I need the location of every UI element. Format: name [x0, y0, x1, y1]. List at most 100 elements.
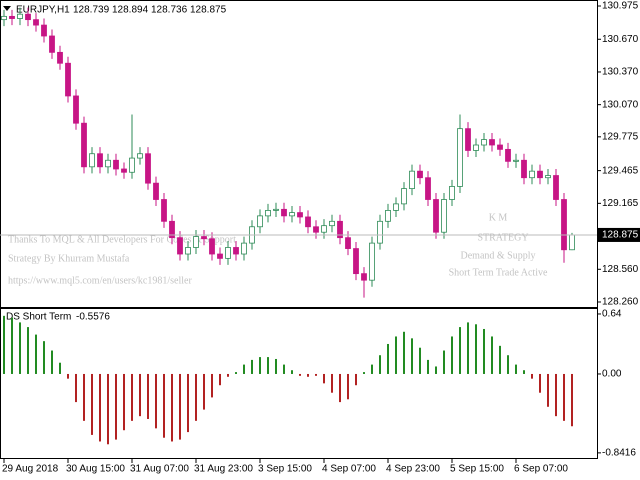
candle-body [457, 128, 463, 187]
indicator-panel-border [0, 308, 598, 459]
histogram-bar [59, 362, 61, 374]
histogram-bar [571, 373, 573, 427]
candle-body [33, 19, 39, 26]
candle-body [369, 242, 375, 281]
x-tick-label: 30 Aug 15:00 [66, 464, 125, 475]
candle-body [337, 220, 343, 239]
histogram-bar [163, 373, 165, 438]
histogram-bar [43, 341, 45, 374]
candle-body [41, 24, 47, 37]
y-tick-label: 130.370 [602, 67, 639, 78]
x-tick-label: 4 Sep 23:00 [386, 464, 440, 475]
candle-body [417, 170, 423, 179]
watermark-text: Strategy By Khurram Mustafa [8, 253, 130, 264]
histogram-bar [483, 328, 485, 374]
histogram-bar [371, 364, 373, 374]
candle-body [89, 153, 95, 168]
histogram-bar [467, 322, 469, 374]
y-tick-label: 130.975 [602, 1, 639, 12]
x-tick-label: 3 Sep 15:00 [258, 464, 312, 475]
candle-body [329, 220, 335, 227]
candle-body [305, 216, 311, 228]
histogram-bar [347, 373, 349, 400]
histogram-bar [123, 373, 125, 431]
candle-body [313, 226, 319, 233]
y-tick-label: 129.465 [602, 165, 639, 176]
y-tick-label: 129.165 [602, 198, 639, 209]
candle-body [401, 188, 407, 205]
candle-body [289, 212, 295, 217]
candle-body [145, 153, 151, 184]
candle-body [497, 144, 503, 150]
candle-body [281, 208, 287, 217]
histogram-bar [203, 373, 205, 410]
high-value: 128.894 [112, 5, 149, 16]
candle-body [297, 212, 303, 218]
histogram-bar [75, 373, 77, 403]
histogram-bar [171, 373, 173, 442]
current-price-box [598, 227, 640, 242]
histogram-bar [515, 364, 517, 374]
histogram-bar [27, 327, 29, 374]
histogram-bar [459, 327, 461, 374]
y-tick-label: 128.260 [602, 297, 639, 308]
candle-body [129, 157, 135, 173]
x-tick-label: 5 Sep 15:00 [450, 464, 504, 475]
candle-body [233, 247, 239, 255]
histogram-bar [547, 373, 549, 407]
histogram-bar [243, 364, 245, 374]
candle-body [177, 237, 183, 255]
candle-body [137, 153, 143, 159]
candle-body [265, 210, 271, 217]
candle-body [113, 159, 119, 170]
histogram-bar [491, 336, 493, 374]
candle-body [97, 153, 103, 168]
candle-body [105, 159, 111, 168]
watermark-text: Thanks To MQL & All Developers For Codes… [8, 234, 236, 245]
candle-body [25, 13, 31, 21]
histogram-bar [131, 373, 133, 421]
y-tick-label: 0.00 [602, 369, 622, 380]
current-price-label: 128.875 [602, 230, 639, 241]
watermark-text: K M [489, 212, 508, 223]
y-tick-label: -0.8416 [602, 448, 636, 459]
histogram-bar [443, 350, 445, 374]
candle-body [569, 234, 575, 251]
histogram-bar [363, 372, 365, 374]
candle-body [465, 128, 471, 151]
histogram-bar [35, 334, 37, 374]
x-tick-label: 29 Aug 2018 [2, 464, 59, 475]
candle-body [377, 220, 383, 244]
histogram-bar [451, 336, 453, 374]
y-tick-label: 129.775 [602, 131, 639, 142]
candle-body [185, 247, 191, 255]
candle-body [409, 170, 415, 190]
histogram-bar [83, 373, 85, 421]
close-value: 128.875 [190, 5, 227, 16]
main-panel-border [0, 0, 598, 308]
histogram-bar [107, 373, 109, 445]
candle-body [193, 236, 199, 248]
histogram-bar [283, 364, 285, 374]
candle-body [257, 215, 263, 228]
candle-body [521, 159, 527, 179]
candle-body [161, 199, 167, 222]
histogram-bar [499, 345, 501, 374]
candle-body [217, 253, 223, 259]
histogram-bar [91, 373, 93, 435]
candle-body [153, 182, 159, 200]
low-value: 128.736 [151, 5, 188, 16]
histogram-bar [259, 357, 261, 374]
histogram-bar [19, 322, 21, 374]
x-tick-label: 31 Aug 23:00 [194, 464, 253, 475]
histogram-bar [563, 373, 565, 421]
candle-body [345, 237, 351, 249]
candle-body [121, 168, 127, 173]
indicator-name: DS Short Term [6, 312, 71, 323]
histogram-bar [475, 324, 477, 374]
menu-arrow[interactable] [3, 6, 11, 11]
y-tick-label: 130.070 [602, 99, 639, 110]
histogram-bar [419, 347, 421, 374]
candle-body [481, 139, 487, 146]
